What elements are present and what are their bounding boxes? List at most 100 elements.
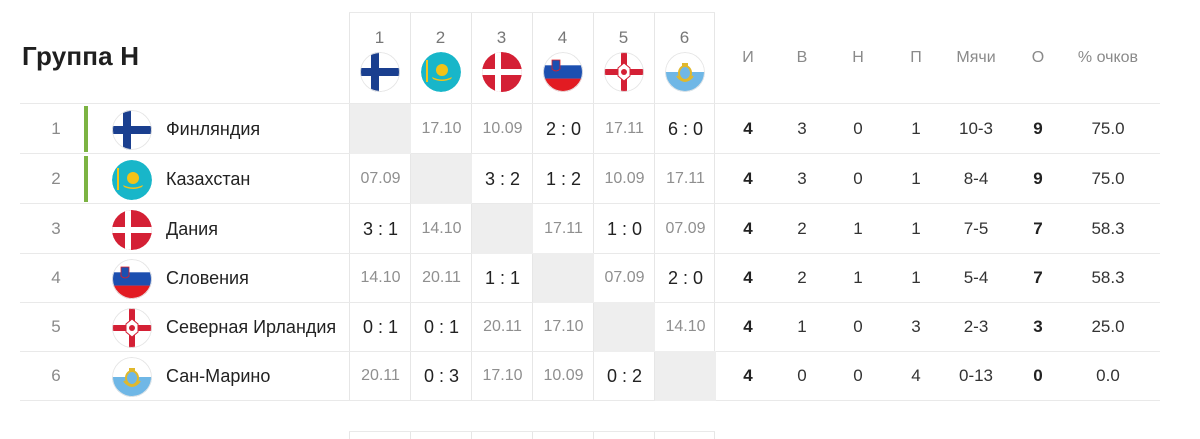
slovenia-flag-icon bbox=[112, 259, 152, 299]
match-date[interactable]: 07.09 bbox=[360, 170, 401, 187]
match-date[interactable]: 17.11 bbox=[605, 120, 644, 137]
draws-header: Н bbox=[852, 49, 864, 66]
wins-value: 2 bbox=[797, 219, 807, 238]
goals-value: 2-3 bbox=[963, 317, 989, 336]
match-date[interactable]: 17.10 bbox=[421, 120, 462, 137]
column-number: 3 bbox=[496, 28, 507, 47]
games-value: 4 bbox=[743, 366, 753, 385]
group-title: Группа H bbox=[22, 41, 140, 71]
match-date[interactable]: 20.11 bbox=[483, 318, 522, 335]
match-date[interactable]: 20.11 bbox=[361, 367, 400, 384]
points-value: 7 bbox=[1033, 268, 1043, 287]
goals-value: 10-3 bbox=[958, 119, 994, 138]
team-name[interactable]: Дания bbox=[166, 219, 218, 239]
match-score[interactable]: 1 : 1 bbox=[484, 268, 521, 288]
goals-value: 0-13 bbox=[958, 366, 994, 385]
points-value: 9 bbox=[1033, 119, 1043, 138]
northern-ireland-flag-icon bbox=[112, 308, 152, 348]
self-cell bbox=[533, 253, 594, 303]
match-date[interactable]: 20.11 bbox=[422, 269, 461, 286]
percent-value: 0.0 bbox=[1096, 366, 1120, 385]
wins-value: 1 bbox=[797, 317, 807, 336]
qualified-marker bbox=[84, 106, 88, 152]
kazakhstan-flag-icon[interactable] bbox=[421, 52, 461, 92]
points-value: 0 bbox=[1033, 366, 1043, 385]
self-cell bbox=[411, 154, 472, 204]
match-score[interactable]: 2 : 0 bbox=[545, 119, 582, 139]
match-date[interactable]: 14.10 bbox=[421, 220, 462, 237]
match-date[interactable]: 10.09 bbox=[604, 170, 645, 187]
self-cell bbox=[472, 204, 533, 254]
column-number: 2 bbox=[435, 28, 446, 47]
self-cell bbox=[655, 351, 716, 401]
match-date[interactable]: 17.10 bbox=[543, 318, 584, 335]
wins-value: 3 bbox=[797, 119, 807, 138]
match-date[interactable]: 14.10 bbox=[360, 269, 401, 286]
match-score[interactable]: 0 : 3 bbox=[423, 366, 460, 386]
losses-value: 1 bbox=[911, 169, 921, 188]
percent-value: 25.0 bbox=[1091, 317, 1125, 336]
match-score[interactable]: 1 : 2 bbox=[545, 169, 582, 189]
column-number: 5 bbox=[618, 28, 629, 47]
match-date[interactable]: 14.10 bbox=[665, 318, 706, 335]
draws-value: 1 bbox=[853, 268, 863, 287]
draws-value: 0 bbox=[853, 119, 863, 138]
kazakhstan-flag-icon bbox=[112, 160, 152, 200]
points-header: О bbox=[1031, 49, 1045, 66]
games-value: 4 bbox=[743, 169, 753, 188]
table-row[interactable]: 3 Дания 3 : 1 14.10 17.11 1 : 0 07.09 4 … bbox=[20, 204, 1160, 254]
match-date[interactable]: 07.09 bbox=[665, 220, 706, 237]
san-marino-flag-icon[interactable] bbox=[665, 52, 705, 92]
percent-value: 58.3 bbox=[1091, 219, 1125, 238]
goals-value: 5-4 bbox=[963, 268, 989, 287]
match-score[interactable]: 1 : 0 bbox=[606, 219, 643, 239]
match-score[interactable]: 6 : 0 bbox=[667, 119, 704, 139]
match-score[interactable]: 2 : 0 bbox=[667, 268, 704, 288]
table-row[interactable]: 4 Словения 14.10 20.11 1 : 1 07.09 2 : 0… bbox=[20, 253, 1160, 303]
rank: 3 bbox=[51, 219, 61, 238]
table-row[interactable]: 1 Финляндия 17.10 10.09 2 : 0 17.11 6 : … bbox=[20, 104, 1160, 154]
games-header: И bbox=[742, 49, 754, 66]
match-score[interactable]: 3 : 2 bbox=[484, 169, 521, 189]
match-date[interactable]: 17.10 bbox=[482, 367, 523, 384]
northern-ireland-flag-icon[interactable] bbox=[604, 52, 644, 92]
team-name[interactable]: Словения bbox=[166, 268, 249, 288]
team-name[interactable]: Северная Ирландия bbox=[166, 317, 337, 337]
draws-value: 0 bbox=[853, 366, 863, 385]
denmark-flag-icon[interactable] bbox=[482, 52, 522, 92]
match-score[interactable]: 0 : 1 bbox=[423, 317, 460, 337]
column-number: 1 bbox=[374, 28, 385, 47]
match-date[interactable]: 10.09 bbox=[543, 367, 584, 384]
rank: 2 bbox=[51, 169, 61, 188]
draws-value: 1 bbox=[853, 219, 863, 238]
table-row[interactable]: 2 Казахстан 07.09 3 : 2 1 : 2 10.09 17.1… bbox=[20, 154, 1160, 204]
draws-value: 0 bbox=[853, 169, 863, 188]
match-date[interactable]: 17.11 bbox=[544, 220, 583, 237]
rank: 6 bbox=[51, 366, 61, 385]
points-value: 7 bbox=[1033, 219, 1043, 238]
match-score[interactable]: 0 : 1 bbox=[362, 317, 399, 337]
games-value: 4 bbox=[743, 119, 753, 138]
match-date[interactable]: 07.09 bbox=[604, 269, 645, 286]
points-value: 9 bbox=[1033, 169, 1043, 188]
team-name[interactable]: Финляндия bbox=[166, 119, 261, 139]
slovenia-flag-icon[interactable] bbox=[543, 52, 583, 92]
match-date[interactable]: 17.11 bbox=[666, 170, 705, 187]
match-score[interactable]: 0 : 2 bbox=[606, 366, 643, 386]
column-number: 4 bbox=[557, 28, 568, 47]
goals-header: Мячи bbox=[956, 49, 996, 66]
table-row[interactable]: 5 Северная Ирландия 0 : 1 0 : 1 20.11 17… bbox=[20, 302, 1160, 352]
losses-value: 1 bbox=[911, 119, 921, 138]
match-date[interactable]: 10.09 bbox=[482, 120, 523, 137]
games-value: 4 bbox=[743, 317, 753, 336]
team-name[interactable]: Сан-Марино bbox=[166, 366, 271, 386]
percent-value: 75.0 bbox=[1091, 119, 1125, 138]
finland-flag-icon[interactable] bbox=[360, 52, 400, 92]
losses-value: 1 bbox=[911, 268, 921, 287]
team-name[interactable]: Казахстан bbox=[166, 169, 251, 189]
wins-value: 0 bbox=[797, 366, 807, 385]
table-row[interactable]: 6 Сан-Марино 20.11 0 : 3 17.10 10.09 0 :… bbox=[20, 351, 1160, 401]
match-score[interactable]: 3 : 1 bbox=[362, 219, 399, 239]
draws-value: 0 bbox=[853, 317, 863, 336]
wins-value: 3 bbox=[797, 169, 807, 188]
